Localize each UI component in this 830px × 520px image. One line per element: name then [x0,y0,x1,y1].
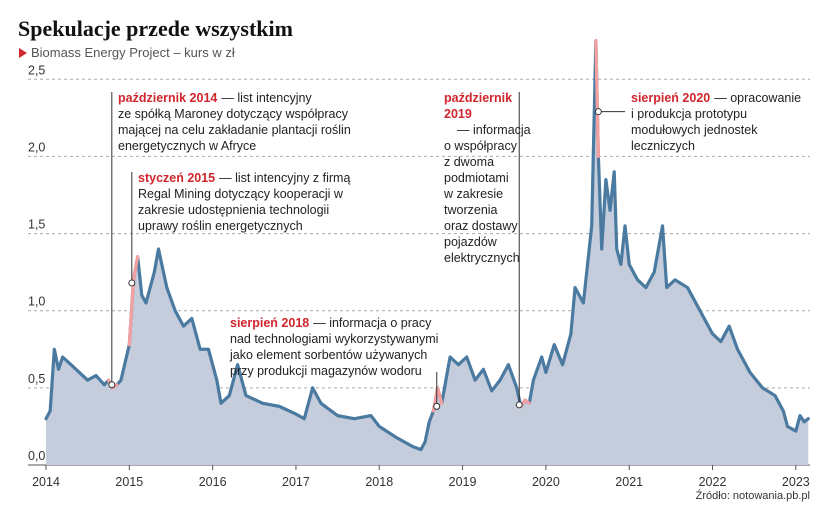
annotation-date: sierpień 2018 — informacja o pracy [230,316,432,330]
annotation-point [108,381,116,389]
x-tick-label: 2022 [699,475,727,489]
x-tick-label: 2015 [115,475,143,489]
annotation-text: oraz dostawy [444,219,518,233]
chart-subtitle: Biomass Energy Project – kurs w zł [31,45,235,60]
annotation-point [433,402,441,410]
annotation-text: w zakresie [443,187,503,201]
annotation-date-text: październik [444,91,512,105]
line [44,39,810,452]
annotation-date-text: styczeń 2015 [138,171,215,185]
annotation-text: o współpracy [444,139,518,153]
x-tick-label: 2023 [782,475,810,489]
annotation-text: pojazdów [444,235,498,249]
annotation-text: — informacja [457,123,531,137]
annotation-point [515,401,523,409]
annotation-text: tworzenia [444,203,498,217]
annotation-text: — list intencyjny z firmą [219,171,350,185]
y-tick-label: 0,0 [28,449,45,463]
y-tick-label: 2,0 [28,140,45,154]
subtitle-marker [19,48,27,58]
annotation-date: październik [444,91,512,105]
annotation-text: elektrycznych [444,251,520,265]
annotation-text: modułowych jednostek [631,123,758,137]
annotation-point [594,108,602,116]
y-tick-label: 1,5 [28,218,45,232]
y-tick-label: 2,5 [28,63,45,77]
annotation-text: — opracowanie [714,91,801,105]
annotation-text: i produkcja prototypu [631,107,747,121]
annotation-text: energetycznych w Afryce [118,139,256,153]
y-tick-label: 1,0 [28,295,45,309]
annotation-text: nad technologiami wykorzystywanymi [230,332,438,346]
annotation-date-text: październik 2014 [118,91,217,105]
x-tick-label: 2016 [199,475,227,489]
annotation-date-text: 2019 [444,107,472,121]
annotation-text: z dwoma [444,155,494,169]
x-tick-label: 2018 [365,475,393,489]
annotation-text: Regal Mining dotyczący kooperacji w [138,187,344,201]
annotation-text: podmiotami [444,171,509,185]
annotation-text: uprawy roślin energetycznych [138,219,303,233]
annotation-text: — informacja o pracy [313,316,432,330]
annotation-date: 2019 [444,107,472,121]
x-tick-label: 2017 [282,475,310,489]
x-tick-label: 2019 [449,475,477,489]
x-tick-label: 2020 [532,475,560,489]
annotation-date: sierpień 2020 — opracowanie [631,91,801,105]
annotation-date-text: sierpień 2020 [631,91,710,105]
annotation-text: jako element sorbentów używanych [229,348,427,362]
annotation-point [128,279,136,287]
annotation-text: mającej na celu zakładanie plantacji roś… [118,123,351,137]
annotation-text: przy produkcji magazynów wodoru [230,364,422,378]
x-tick-label: 2021 [615,475,643,489]
annotation-text: ze spółką Maroney dotyczący współpracy [118,107,349,121]
annotation-date-text: sierpień 2018 [230,316,309,330]
x-tick-label: 2014 [32,475,60,489]
y-tick-label: 0,5 [28,372,45,386]
area [46,40,809,465]
annotation-text: leczniczych [631,139,695,153]
annotation-date: październik 2014 — list intencyjny [118,91,312,105]
annotation-text: zakresie udostępnienia technologii [138,203,329,217]
annotation-date: styczeń 2015 — list intencyjny z firmą [138,171,350,185]
chart-title: Spekulacje przede wszystkim [18,16,293,41]
source: Źródło: notowania.pb.pl [696,489,810,502]
annotation-text: — list intencyjny [221,91,312,105]
